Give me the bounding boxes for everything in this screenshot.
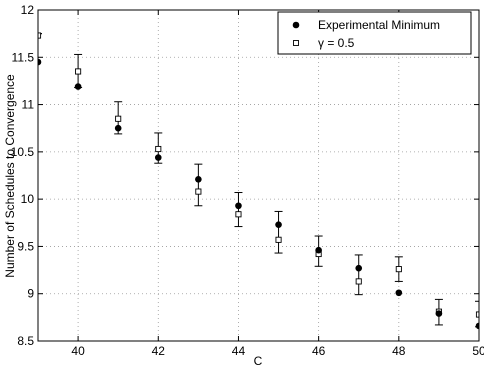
x-tick-label: 42	[152, 344, 166, 358]
x-tick-label: 48	[392, 344, 406, 358]
y-axis-label: Number of Schedules to Convergence	[3, 74, 17, 278]
legend-box	[277, 11, 472, 55]
experimental-minimum-point	[355, 264, 363, 272]
experimental-minimum-point	[195, 175, 202, 183]
plot-background	[38, 10, 479, 341]
y-tick-label: 10	[21, 192, 35, 206]
y-tick-label: 8.5	[17, 334, 34, 348]
x-tick-label: 50	[472, 344, 484, 358]
experimental-minimum-point	[38, 58, 42, 66]
plot-frame	[37, 9, 480, 342]
y-tick-label: 9	[27, 287, 34, 301]
legend-label-gamma: γ = 0.5	[318, 36, 355, 50]
data-series	[38, 32, 479, 330]
gamma-point	[275, 236, 282, 243]
y-tick-label: 11.5	[12, 50, 35, 64]
experimental-minimum-point	[315, 246, 322, 254]
experimental-minimum-point	[435, 310, 443, 317]
axis-ticks: 40 42 44 46 48 50 8.5 9 9.5 10 10.5 11 11.5 12	[11, 3, 484, 358]
gamma-point	[115, 115, 122, 122]
gamma-point	[195, 188, 202, 195]
gamma-point	[155, 145, 162, 153]
y-tick-label: 11	[22, 98, 35, 112]
experimental-minimum-point	[475, 322, 479, 330]
experimental-minimum-point	[235, 202, 242, 210]
experimental-minimum-point	[114, 124, 122, 132]
experimental-minimum-point	[275, 221, 282, 228]
legend-label-experimental-minimum: Experimental Minimum	[318, 18, 440, 32]
legend-marker-experimental-minimum	[292, 21, 300, 29]
y-tick-label: 9.5	[17, 239, 34, 253]
y-tick-label: 10.5	[11, 145, 35, 159]
x-tick-label: 44	[232, 344, 246, 358]
x-tick-label: 40	[71, 344, 85, 358]
x-tick-label: 46	[312, 344, 326, 358]
plot-area	[38, 32, 479, 330]
experimental-minimum-point	[74, 83, 82, 90]
y-tick-label: 12	[21, 3, 35, 17]
gamma-point	[395, 266, 402, 273]
gamma-point	[235, 211, 242, 218]
gamma-point	[355, 278, 362, 285]
gamma-point	[75, 68, 82, 75]
experimental-minimum-point	[154, 154, 162, 161]
x-axis-label: C	[254, 354, 263, 368]
experimental-minimum-point	[395, 289, 403, 297]
legend: Experimental Minimum γ = 0.5	[277, 11, 472, 55]
legend-marker-gamma	[293, 40, 299, 46]
